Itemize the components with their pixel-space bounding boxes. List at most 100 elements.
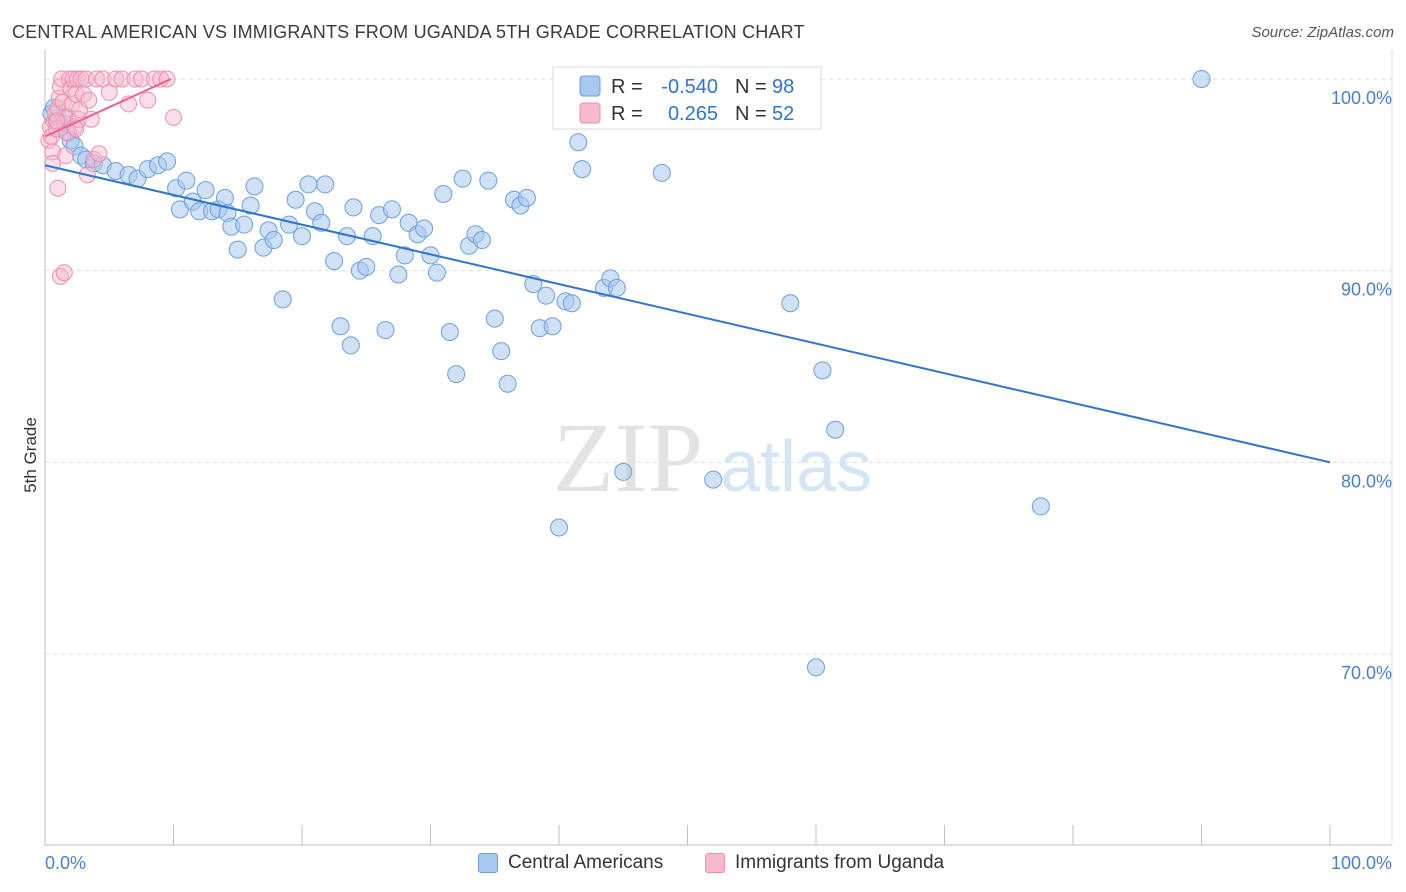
legend-swatch-pink: [579, 102, 601, 124]
point-central-americans: [704, 470, 723, 489]
x-tick-label-min: 0.0%: [45, 853, 86, 873]
point-central-americans: [316, 175, 335, 194]
point-central-americans: [286, 190, 305, 209]
y-tick-label: 100.0%: [1331, 88, 1392, 108]
trend-lines: [44, 78, 1331, 464]
point-central-americans: [485, 309, 504, 328]
point-central-americans: [357, 257, 376, 276]
trend-line-immigrants-from-uganda: [44, 78, 172, 138]
x-tick-label-max: 100.0%: [1331, 853, 1392, 873]
point-central-americans: [569, 133, 588, 152]
legend-n-label-1: N =: [735, 76, 767, 98]
legend-swatch-central-americans: [478, 853, 498, 873]
point-central-americans: [607, 278, 626, 297]
point-central-americans: [177, 171, 196, 190]
point-central-americans: [807, 658, 825, 677]
legend-label-central-americans: Central Americans: [508, 852, 664, 873]
point-immigrants-from-uganda: [126, 70, 144, 88]
point-immigrants-from-uganda: [68, 70, 86, 88]
point-central-americans: [376, 321, 395, 340]
series-legend: Central Americans Immigrants from Uganda: [0, 852, 1406, 880]
point-immigrants-from-uganda: [107, 70, 125, 88]
point-central-americans: [341, 336, 360, 355]
grid-lines: [45, 50, 1393, 845]
point-central-americans: [299, 175, 318, 194]
y-tick-label: 70.0%: [1341, 663, 1392, 683]
point-central-americans: [543, 317, 562, 336]
point-central-americans: [453, 169, 472, 188]
point-central-americans: [550, 518, 568, 537]
trend-line-central-americans: [44, 164, 1331, 464]
point-central-americans: [158, 152, 177, 171]
point-central-americans: [389, 265, 408, 284]
point-immigrants-from-uganda: [165, 108, 182, 126]
point-immigrants-from-uganda: [113, 70, 131, 88]
legend-r-label-1: R =: [611, 76, 643, 98]
point-central-americans: [1031, 497, 1050, 516]
point-immigrants-from-uganda: [57, 147, 75, 165]
point-central-americans: [241, 196, 260, 215]
legend-swatch-blue: [579, 75, 601, 97]
point-immigrants-from-uganda: [49, 179, 67, 197]
point-central-americans: [196, 181, 215, 200]
point-central-americans: [614, 462, 633, 481]
series-central-americans: [42, 70, 1211, 677]
legend-r-value-2: 0.265: [668, 103, 718, 125]
y-tick-label: 80.0%: [1341, 471, 1392, 491]
legend-item-immigrants-from-uganda[interactable]: Immigrants from Uganda: [705, 852, 944, 874]
point-immigrants-from-uganda: [77, 70, 95, 88]
legend-label-immigrants-from-uganda: Immigrants from Uganda: [735, 852, 945, 873]
point-central-americans: [447, 365, 466, 384]
point-central-americans: [312, 213, 331, 232]
legend-item-central-americans[interactable]: Central Americans: [478, 852, 663, 874]
watermark-atlas: atlas: [720, 427, 872, 507]
point-central-americans: [273, 290, 292, 309]
point-central-americans: [440, 323, 459, 341]
legend-r-value-1: -0.540: [661, 76, 718, 98]
point-central-americans: [228, 240, 247, 259]
point-central-americans: [395, 246, 414, 265]
point-central-americans: [235, 215, 254, 234]
point-immigrants-from-uganda: [80, 91, 98, 109]
point-central-americans: [331, 317, 350, 336]
point-immigrants-from-uganda: [87, 70, 105, 88]
point-central-americans: [517, 188, 536, 207]
point-central-americans: [344, 198, 363, 217]
point-immigrants-from-uganda: [48, 112, 66, 130]
point-central-americans: [652, 163, 671, 182]
point-central-americans: [472, 231, 491, 249]
axes: [44, 50, 1392, 846]
correlation-legend: R = -0.540 N = 98 R = 0.265 N = 52: [552, 66, 822, 130]
point-central-americans: [492, 342, 511, 361]
point-central-americans: [781, 294, 800, 313]
point-immigrants-from-uganda: [158, 70, 176, 88]
point-central-americans: [264, 231, 283, 249]
watermark-zip: ZIP: [553, 402, 703, 513]
point-central-americans: [325, 252, 344, 271]
point-central-americans: [293, 227, 311, 246]
point-central-americans: [479, 171, 498, 190]
point-central-americans: [537, 286, 556, 305]
series-immigrants-from-uganda: [40, 70, 182, 285]
legend-n-value-2: 52: [772, 103, 794, 125]
legend-r-label-2: R =: [611, 103, 643, 125]
point-central-americans: [562, 294, 581, 313]
point-central-americans: [215, 188, 234, 207]
point-central-americans: [427, 263, 446, 282]
legend-n-value-1: 98: [772, 76, 794, 98]
point-immigrants-from-uganda: [55, 264, 73, 282]
point-central-americans: [573, 160, 592, 179]
point-central-americans: [1192, 70, 1211, 88]
point-immigrants-from-uganda: [132, 70, 150, 88]
point-central-americans: [813, 361, 832, 380]
source-credit: Source: ZipAtlas.com: [1251, 24, 1394, 41]
point-central-americans: [826, 420, 845, 439]
y-axis-label: 5th Grade: [21, 417, 40, 493]
point-central-americans: [415, 219, 434, 238]
legend-n-label-2: N =: [735, 103, 767, 125]
legend-swatch-immigrants-from-uganda: [705, 853, 725, 873]
point-immigrants-from-uganda: [139, 91, 157, 109]
point-central-americans: [434, 185, 453, 203]
point-central-americans: [245, 177, 264, 196]
